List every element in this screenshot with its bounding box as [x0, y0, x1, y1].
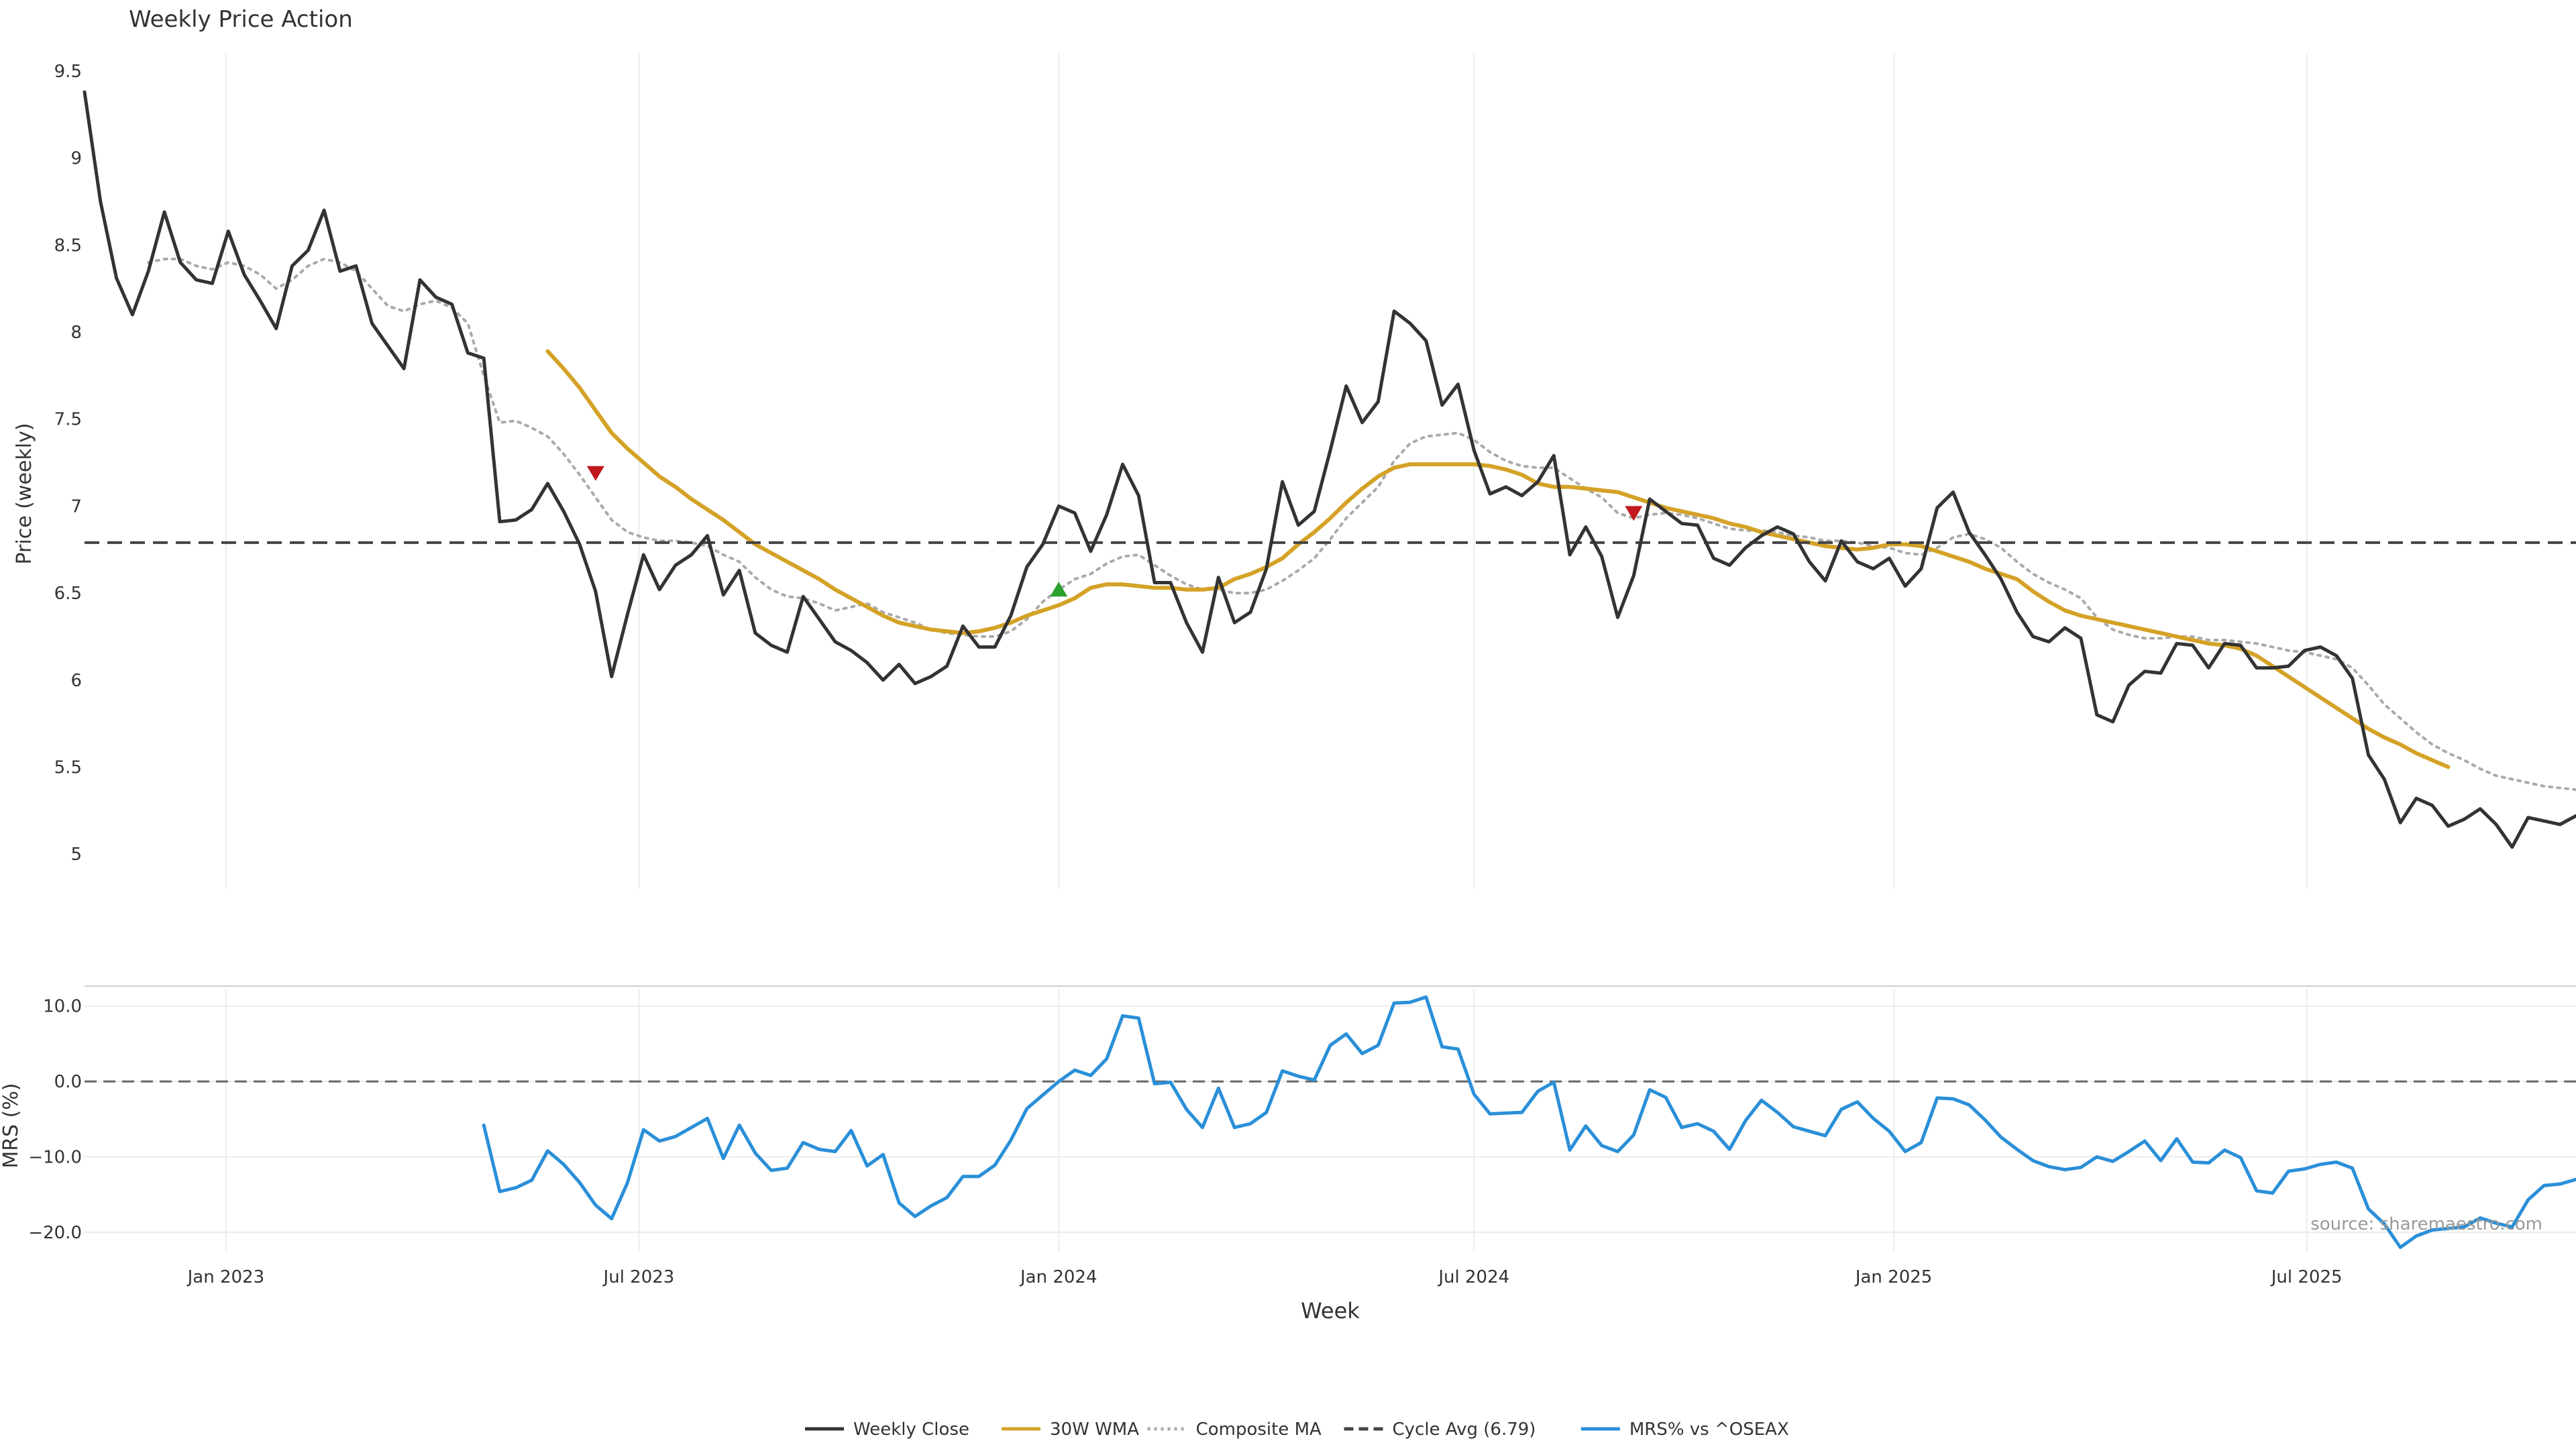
x-tick-label: Jul 2024	[1437, 1267, 1509, 1287]
price-panel-grid	[225, 54, 2308, 889]
price-y-tick-label: 7.5	[54, 410, 82, 430]
legend-label: Composite MA	[1196, 1419, 1322, 1440]
price-y-tick-label: 5.5	[54, 757, 82, 777]
price-y-tick-label: 6	[70, 671, 82, 691]
mrs-panel-series	[85, 995, 2576, 1249]
source-annotation: source: sharemaestro.com	[2310, 1214, 2542, 1234]
price-y-tick-label: 7	[70, 496, 82, 517]
legend-label: Cycle Avg (6.79)	[1393, 1419, 1536, 1440]
price-y-axis-label: Price (weekly)	[13, 423, 36, 564]
legend-label: MRS% vs ^OSEAX	[1629, 1419, 1789, 1440]
wma-30w-line	[545, 349, 2451, 769]
signal-markers	[586, 466, 1643, 597]
price-panel-series	[83, 90, 2576, 849]
x-tick-label: Jan 2025	[1854, 1267, 1933, 1287]
price-y-tick-label: 9	[70, 149, 82, 169]
price-y-tick-label: 8	[70, 323, 82, 343]
price-y-tick-label: 6.5	[54, 584, 82, 604]
x-tick-label: Jan 2023	[186, 1267, 265, 1287]
chart-title: Weekly Price Action	[129, 6, 353, 33]
legend-label: Weekly Close	[853, 1419, 969, 1440]
price-y-tick-label: 9.5	[54, 62, 82, 82]
x-tick-label: Jan 2024	[1019, 1267, 1097, 1287]
mrs-y-tick-label: −10.0	[28, 1148, 82, 1168]
price-y-axis: 5 5.5 6 6.5 7 7.5 8 8.5 9 9.5	[54, 62, 82, 865]
mrs-panel-grid	[85, 989, 2576, 1251]
x-axis-label: Week	[1301, 1298, 1360, 1324]
legend: Weekly Close 30W WMA Composite MA Cycle Avg…	[805, 1419, 1789, 1440]
mrs-y-tick-label: 0.0	[54, 1072, 82, 1092]
legend-label: 30W WMA	[1050, 1419, 1139, 1440]
composite-ma-line	[147, 258, 2576, 792]
weekly-close-line	[83, 90, 2576, 849]
x-tick-label: Jul 2025	[2270, 1267, 2343, 1287]
mrs-line	[482, 995, 2576, 1249]
price-y-tick-label: 8.5	[54, 235, 82, 256]
mrs-y-tick-label: −20.0	[28, 1223, 82, 1243]
sell-signal-marker	[586, 466, 604, 481]
x-tick-label: Jul 2023	[602, 1267, 675, 1287]
buy-signal-marker	[1050, 582, 1068, 597]
price-y-tick-label: 5	[70, 845, 82, 865]
mrs-y-axis: 10.0 0.0 −10.0 −20.0	[28, 997, 82, 1243]
sell-signal-marker	[1625, 506, 1643, 521]
mrs-y-axis-label: MRS (%)	[0, 1083, 23, 1168]
mrs-y-tick-label: 10.0	[43, 997, 82, 1017]
x-axis: Jan 2023 Jul 2023 Jan 2024 Jul 2024 Jan 2025…	[186, 1267, 2343, 1287]
